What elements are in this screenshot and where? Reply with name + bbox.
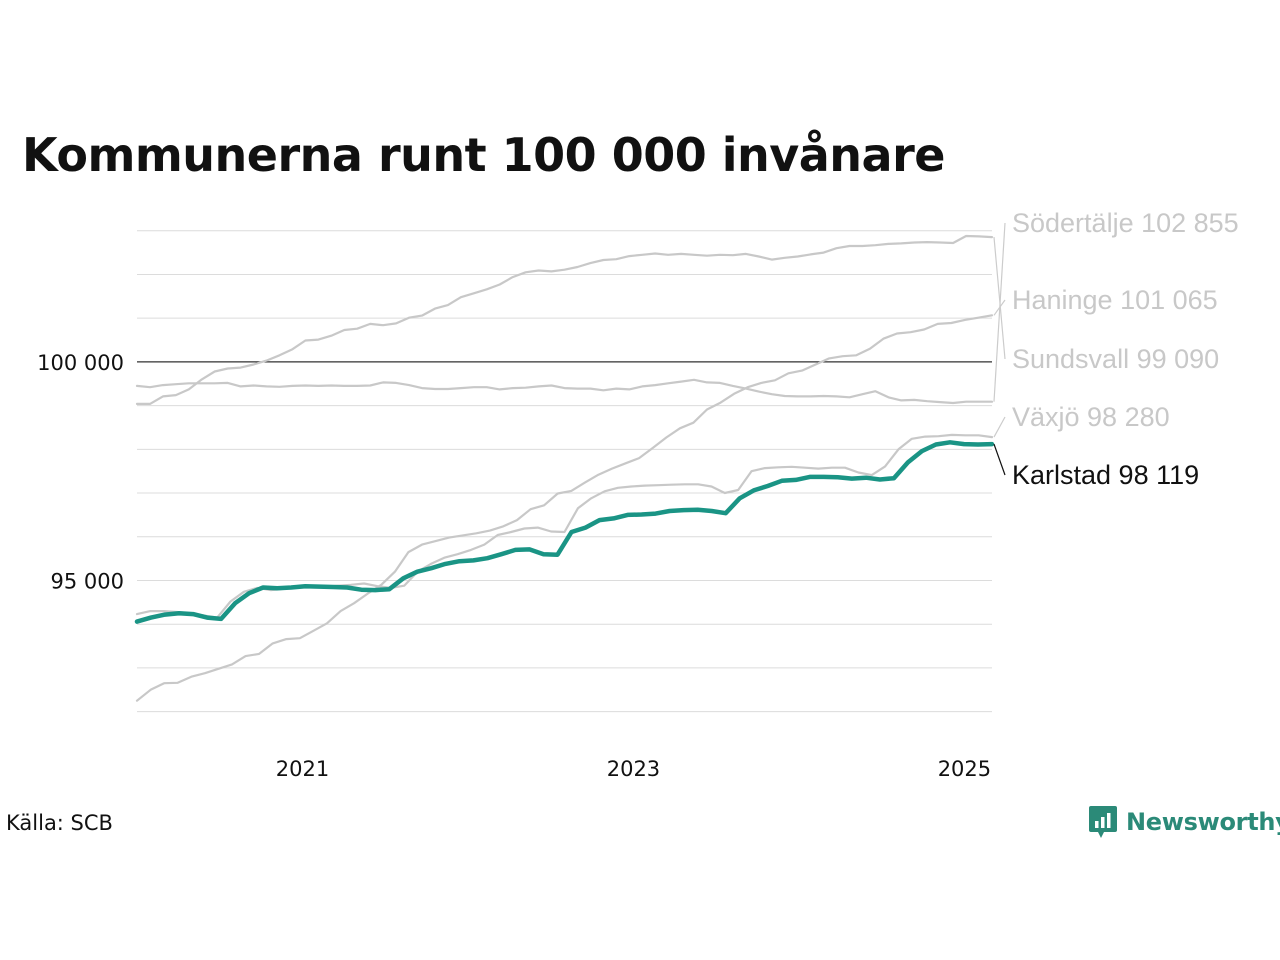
series-label-haninge: Haninge 101 065 <box>1012 285 1218 315</box>
label-connector <box>993 416 1006 438</box>
series-line-karlstad <box>134 440 995 624</box>
series-line-växjö <box>135 433 994 619</box>
series-label-sundsvall: Sundsvall 99 090 <box>1012 344 1219 374</box>
y-tick-label: 95 000 <box>51 569 124 593</box>
x-tick-label: 2023 <box>607 757 660 781</box>
label-connector <box>993 222 1006 402</box>
brand-name: Newsworthy <box>1126 808 1280 836</box>
series-lines <box>134 234 995 702</box>
x-axis: 2021 2023 2025 <box>276 757 991 781</box>
source-note: Källa: SCB <box>6 811 113 835</box>
label-connector <box>993 443 1006 476</box>
x-tick-label: 2025 <box>938 757 991 781</box>
label-connector <box>993 299 1006 316</box>
bar-chart-speech-icon <box>1089 806 1117 838</box>
series-label-växjö: Växjö 98 280 <box>1012 402 1170 432</box>
chart-title: Kommunerna runt 100 000 invånare <box>22 128 945 182</box>
y-tick-label: 100 000 <box>37 351 124 375</box>
series-label-karlstad: Karlstad 98 119 <box>1012 460 1199 490</box>
series-line-södertälje <box>135 378 994 405</box>
series-label-södertälje: Södertälje 102 855 <box>1012 208 1239 238</box>
label-connector <box>993 237 1006 360</box>
series-line-sundsvall <box>135 234 994 405</box>
series-line-haninge <box>135 314 994 702</box>
gridlines <box>137 230 992 713</box>
series-labels: Södertälje 102 855 Haninge 101 065 Sundsva… <box>993 208 1239 490</box>
x-tick-label: 2021 <box>276 757 329 781</box>
brand-logo[interactable]: Newsworthy <box>1088 804 1280 840</box>
y-axis: 95 000 100 000 <box>37 351 124 594</box>
